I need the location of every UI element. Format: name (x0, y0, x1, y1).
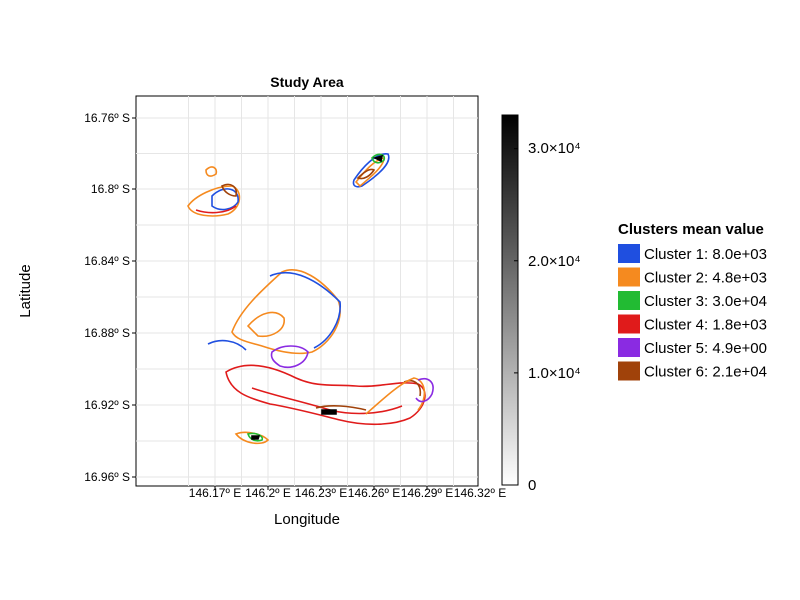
x-axis-labels: 146.17º E 146.2º E 146.23º E 146.26º E 1… (189, 486, 506, 500)
legend-label: Cluster 6: 2.1e+04 (644, 364, 767, 381)
x-axis-ticks (214, 486, 428, 490)
map-panel (132, 95, 479, 490)
legend-label: Cluster 5: 4.9e+00 (644, 340, 767, 357)
x-tick-label: 146.32º E (454, 486, 506, 500)
y-axis-title: Latitude (17, 264, 34, 317)
contour-cluster6-tr (356, 168, 376, 180)
legend-swatch (618, 314, 640, 334)
y-tick-label: 16.84º S (84, 254, 130, 268)
contour-cluster4 (195, 205, 237, 214)
x-axis-title: Longitude (274, 511, 340, 528)
legend-swatch (618, 338, 640, 357)
contour-cluster1-main (207, 271, 341, 351)
y-axis-labels: 16.76º S 16.8º S 16.84º S 16.88º S 16.92… (84, 111, 130, 484)
legend-label: Cluster 1: 8.0e+03 (644, 246, 767, 263)
cluster-contours (187, 153, 434, 445)
contour-cluster2 (187, 185, 241, 217)
legend-label: Cluster 4: 1.8e+03 (644, 317, 767, 334)
colorbar-tick-label: 0 (528, 477, 536, 494)
legend-swatch (618, 244, 640, 263)
legend-label: Cluster 2: 4.8e+03 (644, 270, 767, 287)
y-axis-ticks (132, 117, 136, 478)
plot-title: Study Area (270, 74, 344, 90)
colorbar-tick-label: 2.0×10⁴ (528, 253, 581, 270)
legend-item: Cluster 5: 4.9e+00 (618, 338, 767, 357)
contour-cluster1-tr (352, 153, 390, 188)
y-tick-label: 16.88º S (84, 326, 130, 340)
contour-core-main (321, 409, 337, 415)
legend-item: Cluster 4: 1.8e+03 (618, 314, 767, 334)
x-tick-label: 146.29º E (401, 486, 453, 500)
y-tick-label: 16.92º S (84, 398, 130, 412)
y-tick-label: 16.76º S (84, 111, 130, 125)
contour-cluster3-bottom-core (251, 435, 261, 440)
x-tick-label: 146.23º E (295, 486, 347, 500)
contour-cluster3-tr (371, 153, 386, 164)
contour-cluster2-b (205, 166, 218, 177)
colorbar-ticks (514, 148, 518, 486)
y-tick-label: 16.8º S (91, 182, 130, 196)
legend-swatch (618, 267, 640, 287)
legend-item: Cluster 6: 2.1e+04 (618, 361, 767, 381)
contour-cluster2-east (365, 377, 426, 415)
contour-cluster3-core (372, 154, 384, 163)
contour-cluster6 (221, 183, 238, 197)
contour-cluster2-bottom (234, 431, 270, 445)
legend-title: Clusters mean value (618, 221, 764, 238)
contour-cluster3-bottom (246, 432, 264, 442)
contour-cluster5-main (270, 345, 309, 368)
contour-cluster5-east (415, 378, 434, 403)
x-tick-label: 146.26º E (348, 486, 400, 500)
y-tick-label: 16.96º S (84, 470, 130, 484)
legend-swatch (618, 291, 640, 310)
colorbar-gradient (501, 114, 519, 486)
colorbar-tick-label: 3.0×10⁴ (528, 140, 581, 157)
legend: Clusters mean value Cluster 1: 8.0e+03Cl… (618, 221, 767, 381)
legend-swatch (618, 361, 640, 381)
x-tick-label: 146.17º E (189, 486, 241, 500)
x-tick-label: 146.2º E (245, 486, 291, 500)
legend-items: Cluster 1: 8.0e+03 Cluster 2: 4.8e+03 Clus… (618, 244, 767, 381)
legend-label: Cluster 3: 3.0e+04 (644, 293, 767, 310)
plot-frame (135, 95, 479, 487)
legend-item: Cluster 1: 8.0e+03 (618, 244, 767, 263)
colorbar: 0 1.0×10⁴ 2.0×10⁴ 3.0×10⁴ (501, 114, 581, 494)
legend-item: Cluster 3: 3.0e+04 (618, 291, 767, 310)
legend-item: Cluster 2: 4.8e+03 (618, 267, 767, 287)
contour-cluster2-inner (246, 311, 285, 338)
contour-cluster2-main (231, 269, 341, 355)
colorbar-tick-label: 1.0×10⁴ (528, 365, 581, 382)
